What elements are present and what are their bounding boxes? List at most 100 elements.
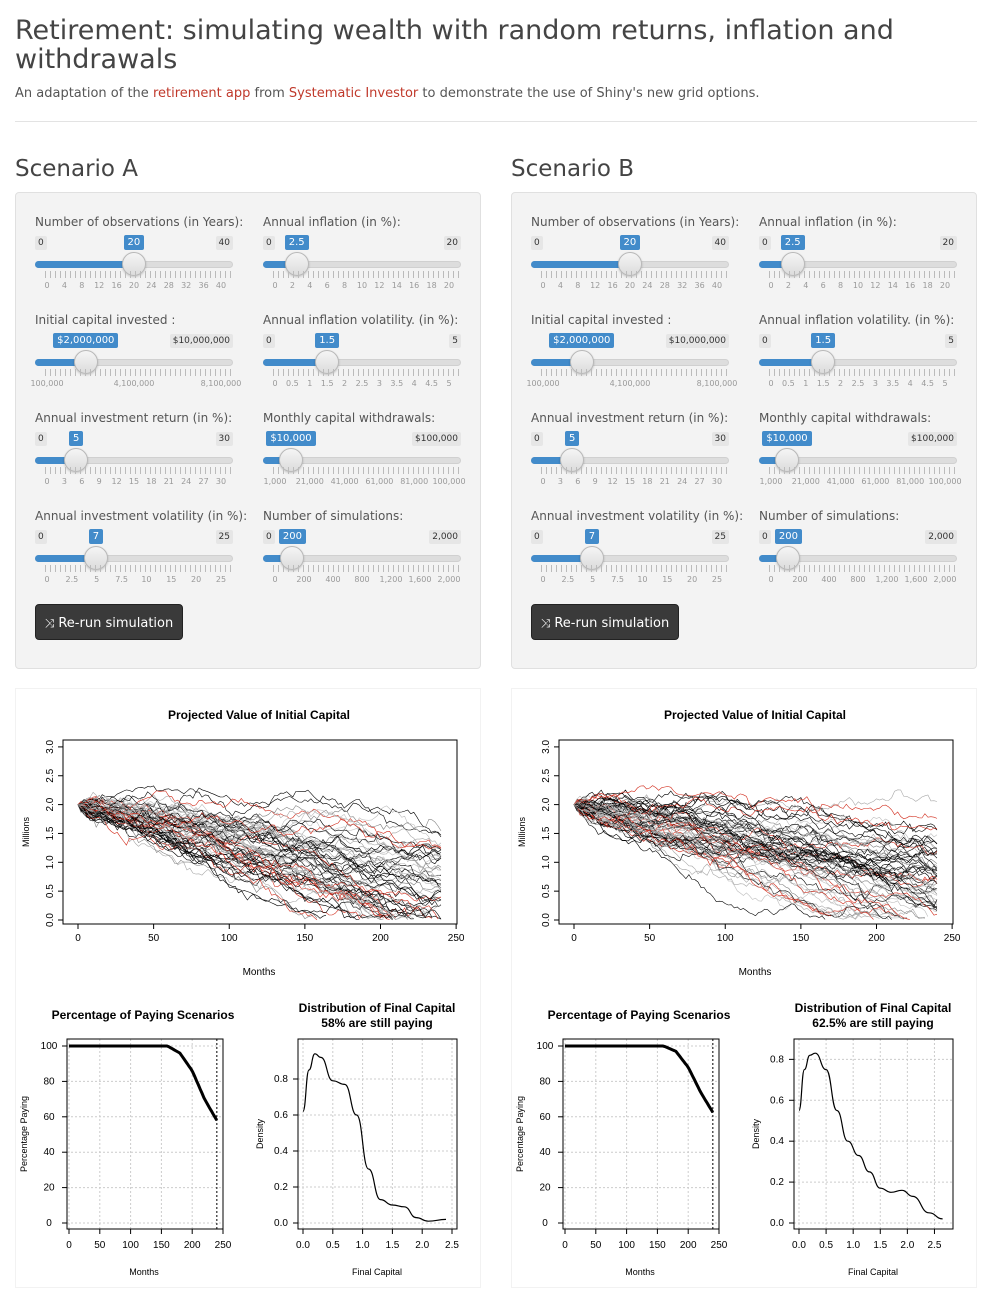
simulation-path	[77, 802, 442, 832]
tick-label: 21	[163, 477, 174, 486]
y-tick-label: 0.5	[541, 884, 552, 898]
y-tick-label: 0.2	[770, 1177, 784, 1188]
return-min-label: 0	[531, 432, 543, 446]
tick-label: 12	[94, 281, 105, 290]
inflation_vol-fill	[759, 359, 824, 366]
simulation-path	[573, 789, 938, 907]
y-tick-label: 1.0	[45, 855, 56, 869]
tick-label: 15	[662, 575, 673, 584]
return-max-label: 30	[215, 432, 233, 446]
simulations-track[interactable]	[263, 555, 461, 562]
simulation-path	[77, 798, 442, 869]
rerun-simulation-button[interactable]: ⤨ Re-run simulation	[531, 604, 679, 640]
simulations-min-label: 0	[263, 530, 275, 544]
return-slider: Annual investment return (in %): 0 30 5 0 3 6 9…	[531, 389, 729, 486]
return-track[interactable]	[531, 457, 729, 464]
tick-label: 7.5	[611, 575, 624, 584]
volatility-tick-labels: 0 2.5 5 7.5 10 15 20 25	[35, 575, 233, 587]
tick-label: 24	[146, 281, 157, 290]
simulation-path	[573, 794, 938, 904]
projected-y-axis-label: Millions	[21, 817, 31, 848]
tick-label: 10	[637, 575, 648, 584]
tick-label: 0	[540, 477, 546, 486]
density-plot-frame	[793, 1038, 954, 1230]
inflation_vol-track[interactable]	[759, 359, 957, 366]
tick-label: 5	[94, 575, 100, 584]
tick-label: 21	[659, 477, 670, 486]
y-tick-label: 0.8	[274, 1074, 288, 1085]
tick-label: 5	[590, 575, 596, 584]
capital-track[interactable]	[35, 359, 233, 366]
inflation-track[interactable]	[759, 261, 957, 268]
tick-label: 12	[374, 281, 385, 290]
scenario-b-title: Scenario B	[511, 156, 635, 182]
paying-grid	[563, 1039, 720, 1229]
tick-label: 4	[61, 281, 67, 290]
y-tick-label: 3.0	[541, 740, 552, 754]
y-tick-label: 0	[542, 1218, 548, 1229]
tick-label: 32	[677, 281, 688, 290]
withdrawals-track[interactable]	[759, 457, 957, 464]
x-tick-label: 200	[868, 933, 885, 944]
systematic-investor-link[interactable]: Systematic Investor	[288, 86, 419, 101]
capital-value-badge: $2,000,000	[549, 333, 615, 348]
capital-track[interactable]	[531, 359, 729, 366]
x-tick-label: 250	[448, 933, 465, 944]
tick-label: 4	[557, 281, 563, 290]
y-tick-label: 0.4	[770, 1136, 784, 1147]
y-tick-label: 1.5	[541, 826, 552, 840]
tick-label: 4,100,000	[113, 379, 155, 388]
tick-label: 1	[307, 379, 313, 388]
x-tick-label: 0	[562, 1240, 568, 1251]
simulation-path	[573, 799, 938, 872]
x-tick-label: 250	[215, 1240, 232, 1251]
density-grid	[794, 1039, 953, 1229]
volatility-min-label: 0	[35, 530, 47, 544]
tick-label: 0	[768, 575, 774, 584]
y-tick-label: 80	[43, 1076, 55, 1087]
tick-label: 3	[61, 477, 67, 486]
density-y-axis-label: Density	[255, 1118, 265, 1149]
retirement-app-link[interactable]: retirement app	[152, 86, 251, 101]
plots-svg: Projected Value of Initial Capital 0 50 100…	[19, 708, 465, 1277]
capital-slider: Initial capital invested : $10,000,000 $2,…	[30, 291, 241, 388]
inflation-ticks	[273, 271, 459, 278]
return-ticks	[541, 467, 727, 474]
inflation_vol-ticks	[273, 369, 459, 376]
capital-slider: Initial capital invested : $10,000,000 $2,…	[526, 291, 737, 388]
rerun-simulation-button[interactable]: ⤨ Re-run simulation	[35, 604, 183, 640]
withdrawals-track[interactable]	[263, 457, 461, 464]
simulations-max-label: 2,000	[429, 530, 461, 544]
tick-label: 3.5	[390, 379, 404, 388]
inflation-track[interactable]	[263, 261, 461, 268]
inflation-min-label: 0	[759, 236, 771, 250]
tick-label: 0	[44, 281, 50, 290]
return-track[interactable]	[35, 457, 233, 464]
projected-y-axis-label: Millions	[517, 817, 527, 848]
tick-label: 0	[272, 281, 278, 290]
y-tick-label: 0.5	[45, 884, 56, 898]
tick-label: 12	[111, 477, 122, 486]
y-tick-label: 20	[43, 1183, 55, 1194]
simulations-track[interactable]	[759, 555, 957, 562]
simulation-path	[573, 804, 826, 920]
scenario-b-plots: Projected Value of Initial Capital 0 50 100…	[511, 688, 977, 1288]
inflation-ticks	[769, 271, 955, 278]
tick-label: 61,000	[861, 477, 890, 486]
tick-label: 15	[166, 575, 177, 584]
volatility-track[interactable]	[531, 555, 729, 562]
tick-label: 2	[838, 379, 844, 388]
volatility-label: Annual investment volatility (in %):	[35, 509, 248, 523]
volatility-max-label: 25	[215, 530, 233, 544]
volatility-track[interactable]	[35, 555, 233, 562]
inflation_vol-slider: Annual inflation volatility. (in %): 0 5 1.…	[759, 291, 957, 388]
volatility-label: Annual investment volatility (in %):	[531, 509, 744, 523]
withdrawals-label: Monthly capital withdrawals:	[263, 411, 436, 425]
years-min-label: 0	[531, 236, 543, 250]
volatility-value-badge: 7	[584, 529, 600, 544]
inflation-value-badge: 2.5	[284, 235, 309, 250]
paying-y-axis-label: Percentage Paying	[515, 1096, 525, 1172]
tick-label: 4	[307, 281, 313, 290]
inflation_vol-track[interactable]	[263, 359, 461, 366]
tick-label: 8	[575, 281, 581, 290]
